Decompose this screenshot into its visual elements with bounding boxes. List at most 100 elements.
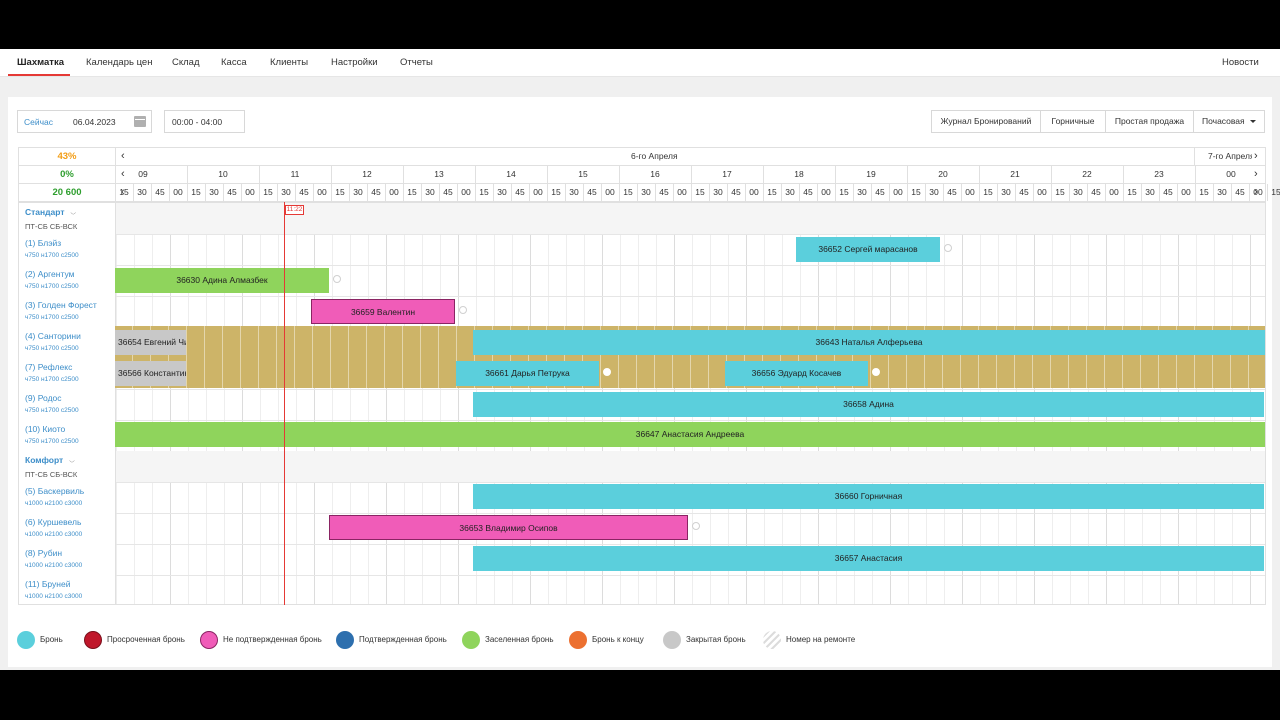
booking-36661[interactable]: 36661 Дарья Петрука	[456, 361, 599, 386]
room-label[interactable]: (11) Бруней ч1000 н2100 с3000	[19, 575, 116, 604]
minute-label: 00	[893, 187, 903, 197]
hour-divider	[691, 166, 692, 183]
minute-divider	[313, 184, 314, 201]
minute-divider	[1015, 184, 1016, 201]
minute-label: 00	[461, 187, 471, 197]
booking-36566[interactable]: 36566 Константин	[115, 361, 186, 386]
booking-36630[interactable]: 36630 Адина Алмазбек	[115, 268, 329, 293]
prev-minutes-arrow-icon[interactable]: ‹	[121, 186, 125, 198]
minute-label: 15	[335, 187, 345, 197]
room-label[interactable]: (7) Рефлекс ч750 н1700 с2500	[19, 358, 116, 389]
minute-divider	[511, 184, 512, 201]
room-label[interactable]: (4) Санторини ч750 н1700 с2500	[19, 327, 116, 358]
status-dot-icon[interactable]	[692, 522, 700, 530]
grid-column	[170, 203, 171, 604]
now-label[interactable]: Сейчас	[24, 117, 54, 127]
minute-divider	[1249, 184, 1250, 201]
minute-divider	[457, 184, 458, 201]
next-day-arrow-icon[interactable]: ›	[1254, 150, 1258, 162]
nav-cashbox[interactable]: Касса	[221, 57, 247, 68]
booking-36658[interactable]: 36658 Адина	[473, 392, 1264, 417]
room-name[interactable]: (1) Блэйз	[25, 238, 62, 248]
minute-label: 00	[389, 187, 399, 197]
room-label[interactable]: (3) Голден Форест ч750 н1700 с2500	[19, 296, 116, 327]
room-label[interactable]: (8) Рубин ч1000 н2100 с3000	[19, 544, 116, 575]
minute-divider	[1051, 184, 1052, 201]
nav-price-calendar[interactable]: Календарь цен	[86, 57, 153, 68]
chevron-down-icon[interactable]: ⌵	[70, 211, 76, 217]
group-band	[116, 451, 1265, 482]
status-dot-icon[interactable]	[872, 368, 880, 376]
room-name[interactable]: (11) Бруней	[25, 579, 71, 589]
legend-label: Не подтвержденная бронь	[223, 635, 322, 644]
booking-36652[interactable]: 36652 Сергей марасанов	[796, 237, 940, 262]
nav-settings[interactable]: Настройки	[331, 57, 378, 68]
minute-label: 15	[983, 187, 993, 197]
room-label[interactable]: (1) Блэйз ч750 н1700 с2500	[19, 234, 116, 265]
booking-36653[interactable]: 36653 Владимир Осипов	[329, 515, 688, 540]
prev-hour-arrow-icon[interactable]: ‹	[121, 168, 125, 180]
room-name[interactable]: (10) Киото	[25, 424, 66, 434]
room-name[interactable]: (4) Санторини	[25, 331, 81, 341]
mode-dropdown[interactable]: Почасовая	[1193, 110, 1265, 133]
booking-36659[interactable]: 36659 Валентин	[311, 299, 455, 324]
room-name[interactable]: (3) Голден Форест	[25, 300, 97, 310]
minute-label: 30	[1001, 187, 1011, 197]
minute-label: 00	[965, 187, 975, 197]
minute-divider	[259, 184, 260, 201]
legend-swatch	[336, 631, 354, 649]
hour-label: 13	[434, 169, 444, 179]
nav-shakhmatka[interactable]: Шахматка	[17, 57, 64, 68]
grid-column	[260, 203, 261, 604]
minute-divider	[151, 184, 152, 201]
room-label[interactable]: (6) Куршевель ч1000 н2100 с3000	[19, 513, 116, 544]
booking-36654[interactable]: 36654 Евгений Чи	[115, 330, 186, 355]
room-name[interactable]: (2) Аргентум	[25, 269, 75, 279]
room-group[interactable]: Комфорт ⌵ ПТ-СБ СБ-ВСК	[19, 451, 116, 482]
room-label[interactable]: (10) Киото ч750 н1700 с2500	[19, 420, 116, 451]
group-name[interactable]: Стандарт	[25, 207, 65, 217]
room-name[interactable]: (6) Куршевель	[25, 517, 82, 527]
calendar-icon[interactable]	[134, 116, 146, 127]
maids-button[interactable]: Горничные	[1040, 110, 1106, 133]
room-group[interactable]: Стандарт ⌵ ПТ-СБ СБ-ВСК	[19, 203, 116, 234]
status-dot-icon[interactable]	[603, 368, 611, 376]
next-hour-arrow-icon[interactable]: ›	[1254, 168, 1258, 180]
grid-column	[116, 203, 117, 604]
minute-label: 45	[587, 187, 597, 197]
status-dot-icon[interactable]	[944, 244, 952, 252]
nav-clients[interactable]: Клиенты	[270, 57, 309, 68]
minute-label: 30	[209, 187, 219, 197]
booking-36647[interactable]: 36647 Анастасия Андреева	[115, 422, 1265, 447]
room-label[interactable]: (2) Аргентум ч750 н1700 с2500	[19, 265, 116, 296]
time-range-field[interactable]: 00:00 - 04:00	[164, 110, 245, 133]
room-name[interactable]: (7) Рефлекс	[25, 362, 73, 372]
minute-label: 45	[947, 187, 957, 197]
next-minutes-arrow-icon[interactable]: ›	[1254, 186, 1258, 198]
room-name[interactable]: (9) Родос	[25, 393, 62, 403]
minute-label: 15	[767, 187, 777, 197]
date-picker[interactable]: Сейчас 06.04.2023	[17, 110, 152, 133]
room-name[interactable]: (5) Баскервиль	[25, 486, 85, 496]
room-label[interactable]: (5) Баскервиль ч1000 н2100 с3000	[19, 482, 116, 513]
room-label[interactable]: (9) Родос ч750 н1700 с2500	[19, 389, 116, 420]
prev-day-arrow-icon[interactable]: ‹	[121, 150, 125, 162]
booking-36660[interactable]: 36660 Горничная	[473, 484, 1264, 509]
bookings-journal-button[interactable]: Журнал Бронирований	[931, 110, 1041, 133]
nav-warehouse[interactable]: Склад	[172, 57, 200, 68]
minute-label: 00	[821, 187, 831, 197]
status-dot-icon[interactable]	[333, 275, 341, 283]
simple-sale-button[interactable]: Простая продажа	[1105, 110, 1194, 133]
room-name[interactable]: (8) Рубин	[25, 548, 63, 558]
booking-36643[interactable]: 36643 Наталья Алферьева	[473, 330, 1265, 355]
chevron-down-icon[interactable]: ⌵	[69, 459, 75, 465]
booking-36657[interactable]: 36657 Анастасия	[473, 546, 1264, 571]
nav-reports[interactable]: Отчеты	[400, 57, 433, 68]
group-name[interactable]: Комфорт	[25, 455, 64, 465]
minute-label: 00	[533, 187, 543, 197]
minute-label: 30	[713, 187, 723, 197]
nav-news[interactable]: Новости	[1222, 57, 1259, 68]
minute-divider	[331, 184, 332, 201]
status-dot-icon[interactable]	[459, 306, 467, 314]
booking-36656[interactable]: 36656 Эдуард Косачев	[725, 361, 868, 386]
